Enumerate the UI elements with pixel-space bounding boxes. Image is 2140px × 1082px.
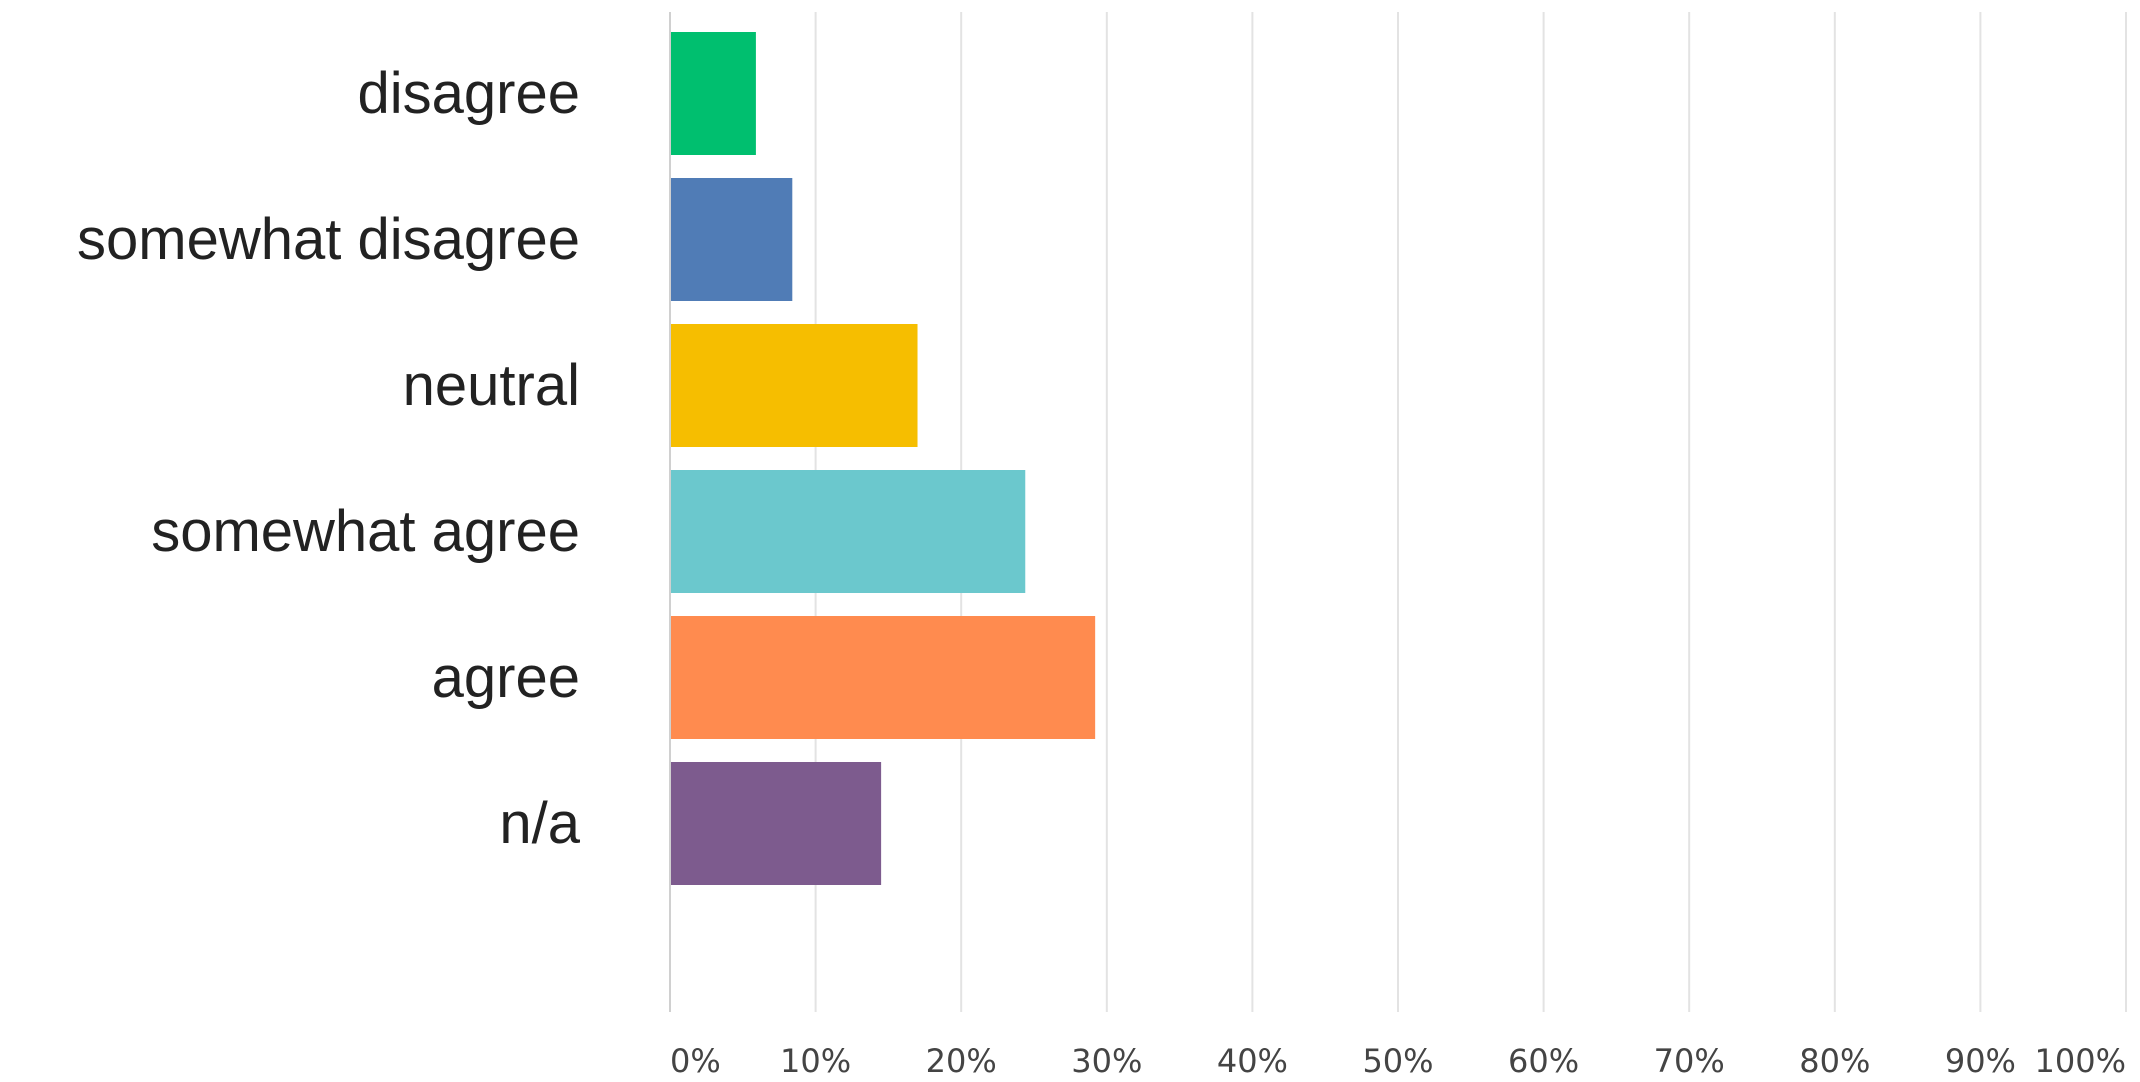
x-tick-label: 40% — [1217, 1042, 1288, 1080]
bar-disagree — [671, 32, 756, 155]
bar-somewhat-disagree — [671, 178, 793, 301]
x-tick-label: 20% — [926, 1042, 997, 1080]
x-tick-label: 70% — [1654, 1042, 1725, 1080]
gridlines — [669, 12, 2127, 1012]
x-tick-label: 0% — [670, 1042, 721, 1080]
category-label: neutral — [403, 353, 580, 418]
category-label: n/a — [499, 791, 580, 856]
category-label: agree — [432, 645, 580, 710]
bar-neutral — [671, 324, 918, 447]
x-tick-label: 90% — [1945, 1042, 2016, 1080]
x-axis-tick-labels: 0% 10% 20% 30% 40% 50% 60% 70% 80% 90% 100% — [670, 1042, 2126, 1080]
bar-agree — [671, 616, 1096, 739]
category-label: somewhat disagree — [77, 207, 580, 272]
x-tick-label: 50% — [1362, 1042, 1433, 1080]
x-tick-label: 100% — [2035, 1042, 2126, 1080]
x-tick-label: 30% — [1071, 1042, 1142, 1080]
bar-n-a — [671, 762, 882, 885]
category-labels: disagree somewhat disagree neutral somewhat… — [77, 61, 581, 856]
x-tick-label: 10% — [780, 1042, 851, 1080]
bar-somewhat-agree — [671, 470, 1026, 593]
x-tick-label: 80% — [1799, 1042, 1870, 1080]
category-label: disagree — [358, 61, 580, 126]
bars — [671, 32, 1096, 885]
x-tick-label: 60% — [1508, 1042, 1579, 1080]
category-label: somewhat agree — [151, 499, 580, 564]
